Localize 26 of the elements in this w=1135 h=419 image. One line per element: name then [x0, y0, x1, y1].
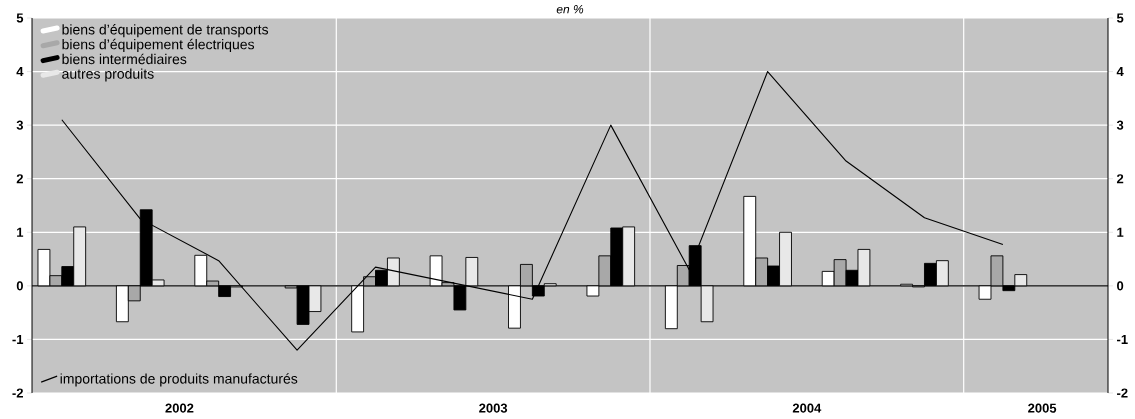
y-tick-label: -2 [12, 388, 23, 398]
legend-label: autres produits [62, 68, 154, 82]
y2-tick-label: 1 [1117, 227, 1124, 237]
y-tick-label: 4 [16, 67, 24, 77]
y-tick-label: -1 [12, 334, 24, 344]
legend-label: importations de produits manufacturés [60, 373, 298, 387]
x-tick-label: 2005 [1028, 403, 1057, 413]
y2-tick-label: 5 [1116, 13, 1124, 23]
y-tick-label: 0 [16, 281, 23, 291]
legend-label: biens intermédiaires [62, 53, 187, 65]
x-tick-label: 2002 [165, 403, 194, 413]
y2-tick-label: 4 [1116, 67, 1124, 77]
chart-title: en % [556, 5, 584, 14]
legend-label: biens d’équipement de transports [62, 24, 269, 38]
y-tick-label: 2 [16, 174, 23, 184]
y-tick-label: 3 [16, 120, 24, 130]
legend-label: biens d’équipement électriques [62, 38, 255, 53]
y2-tick-label: 2 [1116, 174, 1124, 184]
y-tick-label: 1 [17, 227, 24, 237]
y2-tick-label: 0 [1117, 281, 1124, 291]
y-tick-label: 5 [16, 13, 24, 23]
y2-tick-label: 3 [1116, 120, 1124, 130]
x-tick-label: 2004 [792, 403, 822, 413]
y2-tick-label: -2 [1117, 388, 1128, 398]
x-tick-label: 2003 [479, 403, 508, 413]
y2-tick-label: -1 [1117, 334, 1128, 344]
